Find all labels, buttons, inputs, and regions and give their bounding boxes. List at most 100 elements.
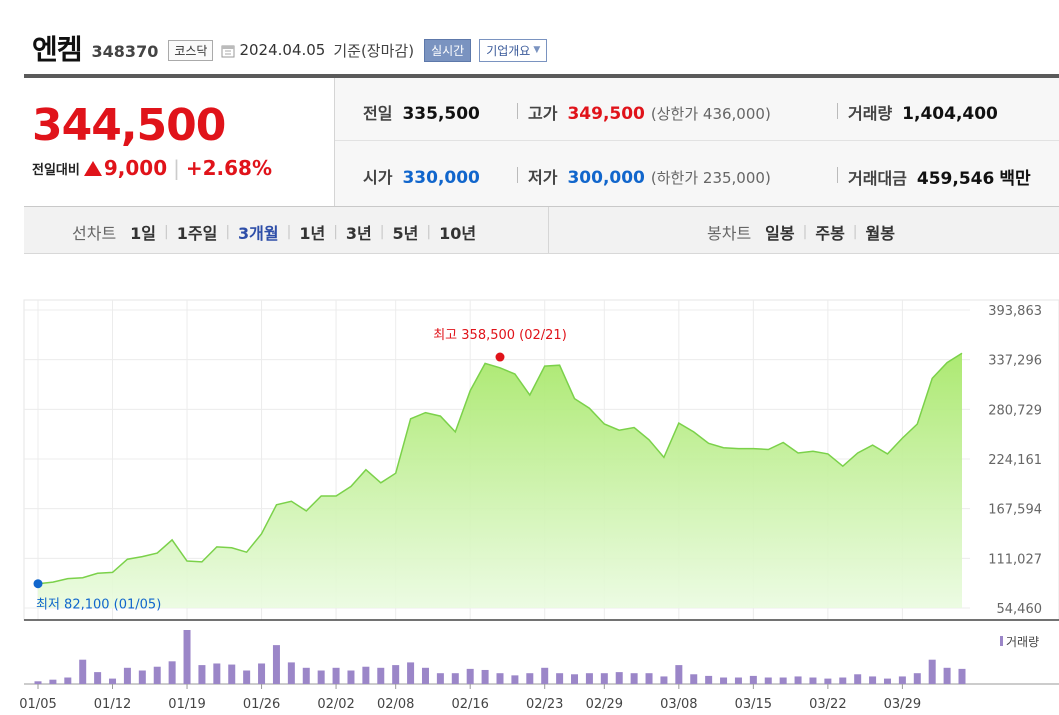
tab-line-0[interactable]: 1일	[130, 224, 157, 243]
x-tick-label: 01/26	[243, 697, 280, 712]
volume-bar	[809, 677, 817, 684]
stat-value: 1,404,400	[902, 104, 998, 124]
volume-bar	[451, 673, 459, 684]
price-stats: 전일 335,500 고가 349,500 (상한가 436,000) 거래량 1,40…	[335, 78, 1059, 206]
volume-bar	[94, 672, 102, 684]
stat-label: 거래대금	[848, 169, 907, 188]
stat-high: 고가 349,500 (상한가 436,000)	[528, 100, 771, 124]
company-name: 엔켐	[32, 33, 83, 66]
tab-candle-0[interactable]: 일봉	[765, 224, 795, 243]
volume-bar	[79, 659, 87, 684]
stat-label: 고가	[528, 104, 558, 123]
stock-code: 348370	[91, 41, 159, 61]
change-label: 전일대비	[32, 162, 80, 178]
x-tick-label: 03/15	[735, 697, 772, 712]
stat-divider	[517, 103, 518, 119]
price-change: 전일대비 9,000 | +2.68%	[32, 156, 272, 180]
volume-bar	[854, 674, 862, 684]
volume-bar	[466, 668, 474, 684]
volume-bar	[660, 676, 668, 684]
volume-bar	[898, 676, 906, 684]
volume-bar	[600, 673, 608, 684]
volume-bar	[928, 659, 936, 684]
header-divider	[24, 74, 1059, 78]
realtime-button[interactable]: 실시간	[424, 38, 472, 62]
volume-bar	[183, 630, 191, 684]
y-tick-label: 111,027	[988, 552, 1042, 567]
tab-line-3[interactable]: 1년	[299, 224, 326, 243]
y-tick-label: 393,863	[988, 304, 1042, 319]
tab-separator: |	[426, 224, 432, 240]
stat-divider	[837, 103, 838, 119]
low-marker	[33, 579, 43, 589]
price-line	[37, 352, 963, 585]
stat-value: 459,546	[916, 169, 995, 189]
tab-divider	[548, 207, 549, 253]
volume-bar	[720, 677, 728, 684]
tab-line-6[interactable]: 10년	[439, 224, 477, 243]
volume-bar	[138, 670, 146, 684]
volume-bar	[198, 665, 206, 684]
stat-value: 330,000	[402, 168, 480, 188]
volume-bar	[421, 667, 429, 684]
tab-candle-1[interactable]: 주봉	[815, 224, 845, 243]
x-tick-label: 02/08	[377, 697, 414, 712]
tab-separator: |	[802, 224, 808, 240]
tab-line-1[interactable]: 1주일	[176, 224, 218, 243]
chevron-down-icon: ▼	[533, 45, 541, 55]
volume-bar	[302, 667, 310, 684]
tab-line-4[interactable]: 3년	[345, 224, 372, 243]
price-summary: 344,500 전일대비 9,000 | +2.68% 전일 335,500 고가…	[24, 78, 1059, 207]
volume-bar	[511, 675, 519, 684]
stat-label: 거래량	[848, 104, 893, 123]
tab-separator: |	[379, 224, 385, 240]
volume-bar	[824, 678, 832, 684]
volume-bar	[34, 681, 42, 684]
volume-bar	[734, 677, 742, 684]
tab-separator: |	[225, 224, 231, 240]
line-chart-label: 선차트	[72, 224, 117, 243]
price-chart: 393,863 337,296 280,729 224,161 167,594 111,0…	[19, 299, 1059, 712]
volume-bar	[496, 673, 504, 684]
stat-unit: 백만	[999, 169, 1031, 189]
candle-chart-label: 봉차트	[707, 224, 752, 243]
stat-open: 시가 330,000	[363, 164, 480, 188]
line-chart-tabs: 선차트 1일 | 1주일 | 3개월 | 1년 | 3년 | 5년 | 10년	[72, 220, 476, 244]
volume-bar	[630, 673, 638, 684]
volume-bar	[690, 674, 698, 684]
volume-bar	[585, 673, 593, 684]
up-triangle-icon	[83, 160, 102, 176]
x-tick-label: 01/05	[19, 697, 56, 712]
company-info-button[interactable]: 기업개요 ▼	[479, 38, 548, 62]
x-tick-label: 03/22	[809, 697, 846, 712]
change-percent: +2.68%	[185, 156, 273, 180]
tab-candle-2[interactable]: 월봉	[865, 224, 895, 243]
stat-trade-value: 거래대금 459,546 백만	[848, 164, 1031, 189]
volume-bar	[883, 678, 891, 684]
quote-basis: 기준(장마감)	[333, 41, 415, 60]
market-badge: 코스닥	[168, 39, 214, 61]
volume-bar	[869, 676, 877, 684]
volume-bar	[243, 670, 251, 684]
chart-tab-bar: 선차트 1일 | 1주일 | 3개월 | 1년 | 3년 | 5년 | 10년 봉차트 일봉 | 주봉 | 월봉	[24, 207, 1059, 254]
volume-bar	[392, 665, 400, 684]
stat-divider	[837, 167, 838, 183]
volume-bar	[526, 673, 534, 684]
x-tick-label: 02/23	[526, 697, 563, 712]
volume-bar	[377, 667, 385, 684]
volume-bar	[541, 667, 549, 684]
volume-legend-swatch	[1000, 636, 1003, 646]
tab-separator: |	[286, 224, 292, 240]
x-tick-label: 03/08	[660, 697, 697, 712]
tab-line-2[interactable]: 3개월	[238, 224, 279, 243]
volume-bar	[287, 662, 295, 684]
volume-bar	[168, 661, 176, 684]
volume-bar	[705, 675, 713, 684]
tab-line-5[interactable]: 5년	[392, 224, 419, 243]
current-price: 344,500	[32, 100, 226, 151]
volume-bar	[347, 670, 355, 684]
x-tick-label: 02/02	[317, 697, 354, 712]
volume-bar	[407, 662, 415, 684]
tab-separator: |	[333, 224, 338, 240]
stat-label: 저가	[528, 168, 558, 187]
